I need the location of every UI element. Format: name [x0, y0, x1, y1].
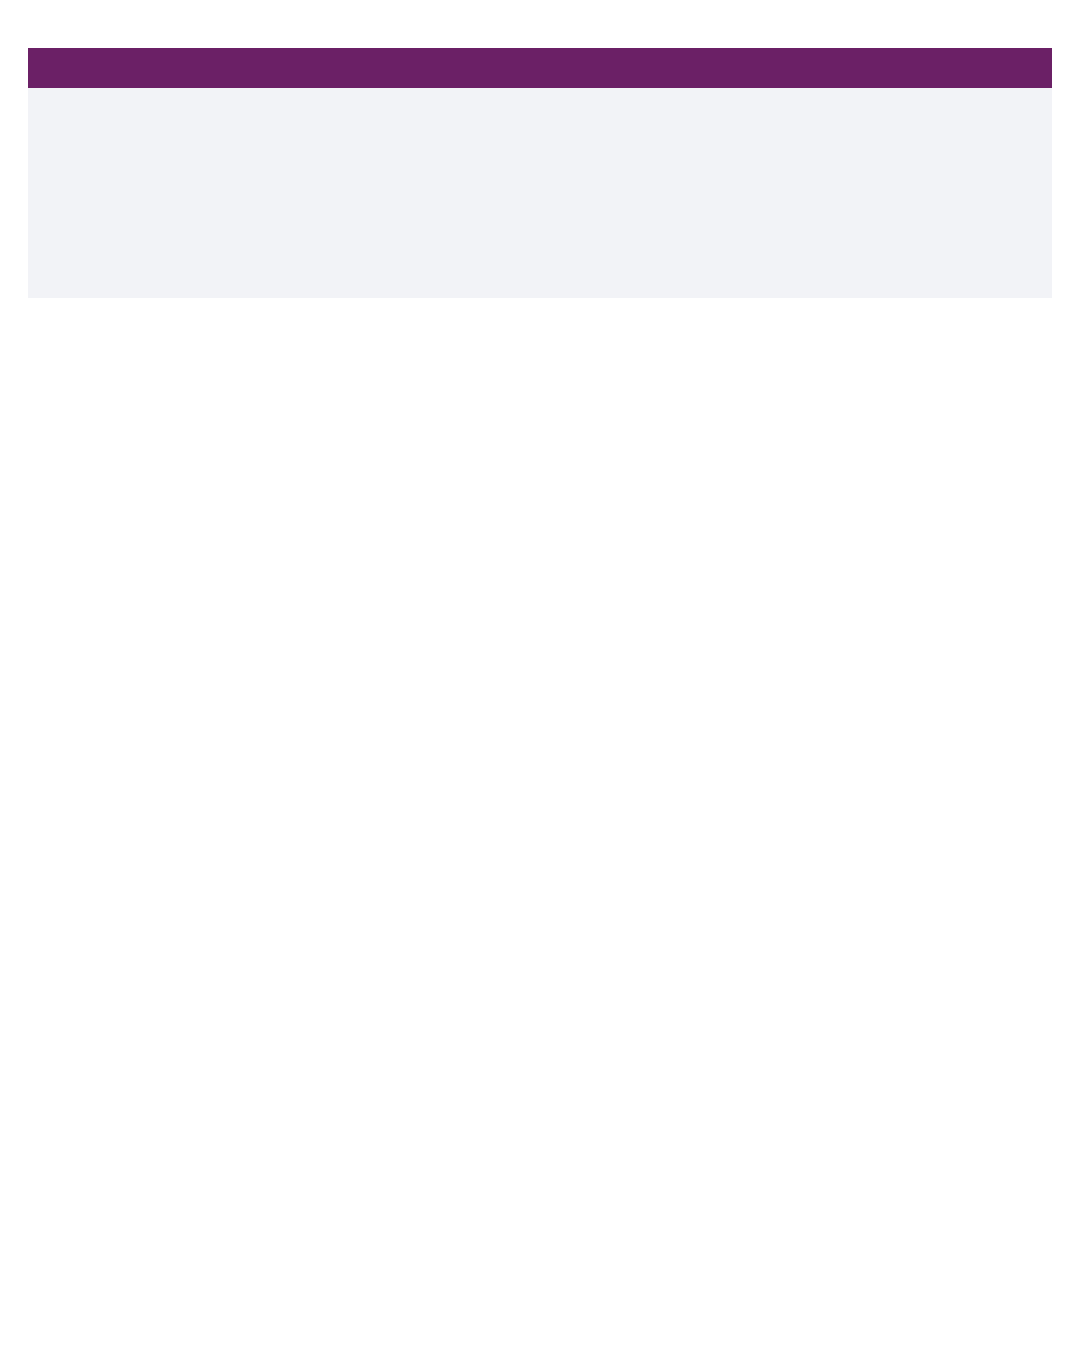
bar-chart: [54, 126, 354, 276]
figure-caption: [28, 48, 1052, 88]
chart-container: [28, 88, 1052, 298]
